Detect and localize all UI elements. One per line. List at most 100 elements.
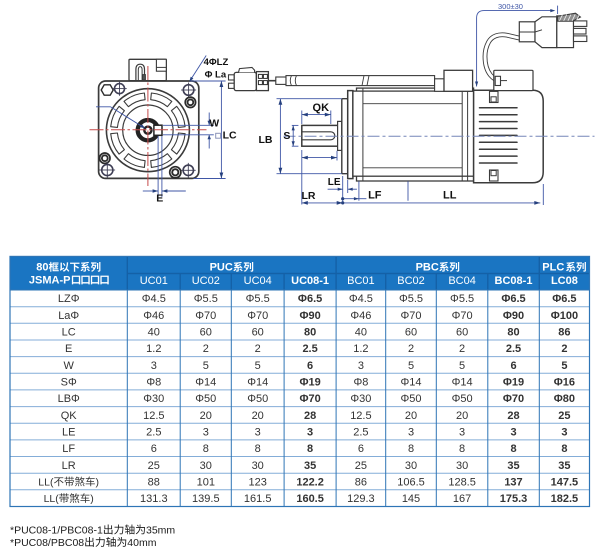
svg-text:8: 8 [510,443,516,455]
svg-text:*PUC08/PBC08: *PUC08/PBC08 [10,537,84,549]
svg-text:Φ46: Φ46 [350,310,371,322]
svg-text:Φ19: Φ19 [503,377,524,389]
svg-text:3: 3 [358,360,364,372]
svg-text:8: 8 [203,443,209,455]
svg-text:161.5: 161.5 [244,493,272,505]
svg-text:LZΦ: LZΦ [58,293,80,305]
svg-text:123: 123 [249,476,267,488]
svg-text:Φ100: Φ100 [551,310,578,322]
svg-text:3: 3 [307,427,313,439]
svg-text:8: 8 [408,443,414,455]
svg-text:300±30: 300±30 [498,2,523,11]
svg-text:LaΦ: LaΦ [58,310,79,322]
svg-text:1.2: 1.2 [353,343,368,355]
svg-text:8: 8 [561,443,567,455]
svg-text:30: 30 [405,460,417,472]
svg-text:25: 25 [148,460,160,472]
svg-text:Φ8: Φ8 [353,377,368,389]
svg-text:UC08-1: UC08-1 [291,275,329,287]
svg-text:UC04: UC04 [244,275,272,287]
svg-text:Φ70: Φ70 [452,310,473,322]
svg-text:Φ50: Φ50 [195,393,216,405]
svg-text:Φ50: Φ50 [247,393,268,405]
svg-text:BC08-1: BC08-1 [495,275,533,287]
svg-text:80: 80 [507,327,519,339]
svg-text:Φ14: Φ14 [247,377,268,389]
svg-text:S: S [283,130,290,142]
svg-text:35: 35 [507,460,519,472]
svg-text:): ) [90,493,94,505]
svg-text:12.5: 12.5 [350,410,371,422]
svg-text:JSMA-P: JSMA-P [29,274,71,286]
svg-text:PLC: PLC [542,262,564,274]
svg-text:80: 80 [304,327,316,339]
svg-text:6: 6 [307,360,313,372]
svg-text:Φ La: Φ La [205,69,227,80]
svg-text:1.2: 1.2 [146,343,161,355]
svg-text:Φ14: Φ14 [452,377,473,389]
svg-text:LB: LB [259,134,273,146]
svg-text:Φ19: Φ19 [299,377,320,389]
svg-text:182.5: 182.5 [551,493,579,505]
svg-text:Φ70: Φ70 [299,393,320,405]
svg-text:122.2: 122.2 [296,476,324,488]
svg-text:106.5: 106.5 [397,476,425,488]
svg-text:5: 5 [459,360,465,372]
svg-text:101: 101 [197,476,215,488]
svg-text:2.5: 2.5 [146,427,161,439]
svg-text:35: 35 [304,460,316,472]
svg-text:3: 3 [408,427,414,439]
svg-text:LC08: LC08 [551,275,578,287]
svg-text:E: E [65,343,72,355]
svg-text:2.5: 2.5 [302,343,317,355]
svg-text:86: 86 [558,327,570,339]
svg-text:PUC: PUC [210,262,233,274]
svg-text:20: 20 [456,410,468,422]
svg-text:3: 3 [561,427,567,439]
svg-text:6: 6 [510,360,516,372]
svg-text:128.5: 128.5 [448,476,476,488]
svg-text:35mm: 35mm [146,525,175,537]
svg-text:20: 20 [200,410,212,422]
svg-text:20: 20 [405,410,417,422]
svg-text:Φ6.5: Φ6.5 [552,293,576,305]
svg-text:QK: QK [61,410,78,422]
svg-text:BC01: BC01 [347,275,375,287]
svg-text:Φ30: Φ30 [350,393,371,405]
svg-text:4ΦLZ: 4ΦLZ [204,57,229,68]
svg-text:LR: LR [302,190,316,202]
svg-text:Φ16: Φ16 [554,377,575,389]
svg-text:Φ30: Φ30 [143,393,164,405]
svg-text:6: 6 [358,443,364,455]
svg-text:28: 28 [304,410,316,422]
svg-text:40: 40 [355,327,367,339]
svg-text:UC01: UC01 [140,275,168,287]
svg-text:Φ90: Φ90 [503,310,524,322]
svg-text:35: 35 [558,460,570,472]
svg-text:BC04: BC04 [448,275,476,287]
svg-text:3: 3 [510,427,516,439]
svg-text:QK: QK [313,102,330,114]
svg-text:Φ70: Φ70 [247,310,268,322]
svg-text:30: 30 [200,460,212,472]
svg-text:Φ6.5: Φ6.5 [298,293,322,305]
svg-text:Φ70: Φ70 [503,393,524,405]
svg-text:5: 5 [561,360,567,372]
svg-text:167: 167 [453,493,471,505]
svg-text:8: 8 [307,443,313,455]
svg-text:88: 88 [148,476,160,488]
svg-text:20: 20 [252,410,264,422]
svg-text:LF: LF [62,443,75,455]
svg-text:SΦ: SΦ [61,377,77,389]
svg-text:131.3: 131.3 [140,493,168,505]
svg-text:Φ14: Φ14 [195,377,216,389]
svg-text:Φ4.5: Φ4.5 [142,293,166,305]
svg-text:2.5: 2.5 [353,427,368,439]
svg-text:3: 3 [255,427,261,439]
svg-text:2: 2 [561,343,567,355]
svg-text:Φ90: Φ90 [299,310,320,322]
svg-text:LC: LC [223,129,237,141]
svg-text:Φ6.5: Φ6.5 [501,293,525,305]
svg-text:28: 28 [507,410,519,422]
svg-text:30: 30 [456,460,468,472]
